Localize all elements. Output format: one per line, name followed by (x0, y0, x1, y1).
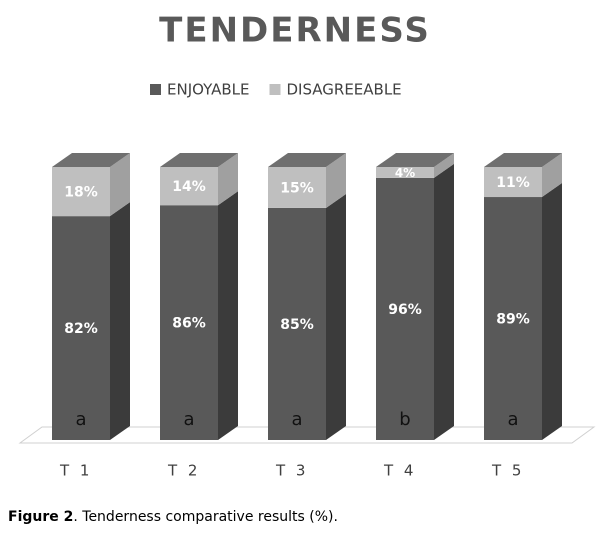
bar-side (326, 153, 346, 208)
bar (268, 167, 326, 208)
legend-swatch (150, 84, 161, 95)
value-label: 14% (172, 179, 206, 195)
bar-side (110, 202, 130, 440)
bar-side (326, 193, 346, 440)
caption: Figure 2. Tenderness comparative results… (8, 509, 338, 525)
bar-side (434, 153, 454, 178)
bar-side (542, 153, 562, 198)
value-label: 96% (388, 302, 422, 318)
bar (268, 207, 326, 440)
value-label: 11% (496, 175, 530, 191)
bar (52, 167, 110, 217)
group-letter: a (183, 409, 194, 430)
floor-plane (18, 426, 596, 444)
bar-side (218, 191, 238, 440)
bar (376, 177, 434, 441)
caption-label: Figure 2 (8, 509, 73, 525)
x-tick-label: T 2 (167, 462, 200, 480)
bar (52, 216, 110, 440)
value-label: 89% (496, 312, 530, 328)
value-label: 85% (280, 317, 314, 333)
bar-side (542, 183, 562, 440)
bar-top (484, 153, 562, 167)
value-label: 82% (64, 321, 98, 337)
legend-swatch (269, 84, 281, 95)
bar-side (110, 153, 130, 217)
value-label: 18% (64, 185, 98, 201)
group-letter: a (507, 409, 518, 430)
legend-label: ENJOYABLE (167, 81, 250, 99)
group-letter: a (75, 409, 86, 430)
bar-side (434, 163, 454, 441)
x-tick-label: T 3 (275, 462, 308, 480)
caption-text: . Tenderness comparative results (%). (73, 509, 338, 525)
value-label: 4% (395, 166, 415, 180)
floor (18, 426, 596, 444)
bar-top (160, 153, 238, 167)
group-letter: a (291, 409, 302, 430)
bar-top (268, 153, 346, 167)
bar (376, 167, 434, 178)
bar (484, 167, 542, 198)
chart-title: TENDERNESS (159, 11, 431, 51)
bar (160, 167, 218, 206)
legend-label: DISAGREEABLE (287, 81, 402, 99)
group-letter: b (399, 409, 410, 430)
bar (484, 197, 542, 440)
bar-top (52, 153, 130, 167)
bar-top (376, 153, 454, 167)
x-tick-label: T 5 (491, 462, 524, 480)
x-tick-label: T 1 (59, 462, 92, 480)
x-tick-label: T 4 (383, 462, 416, 480)
bar-side (218, 153, 238, 206)
bar (160, 205, 218, 440)
value-label: 86% (172, 316, 206, 332)
value-label: 15% (280, 180, 314, 196)
